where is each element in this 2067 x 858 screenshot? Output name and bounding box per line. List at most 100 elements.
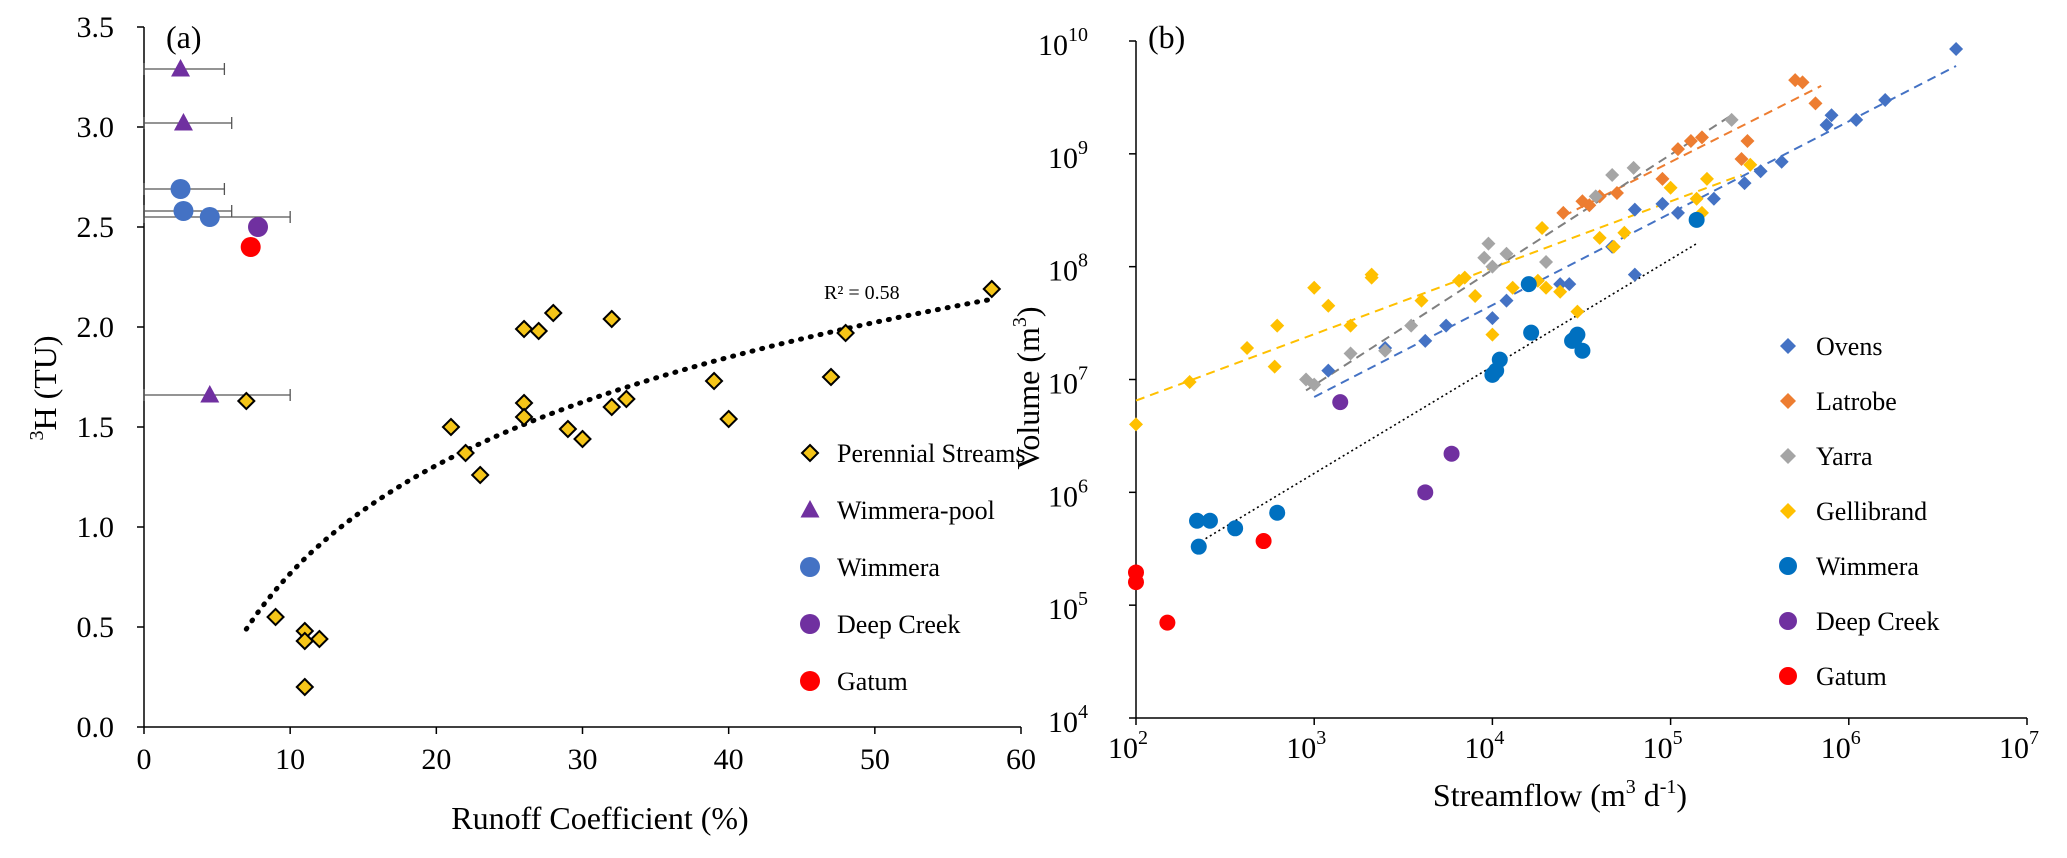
panel-b-y-tick-exp: 6 bbox=[1078, 475, 1088, 497]
panel-a-legend-marker bbox=[800, 671, 820, 691]
panel-a-point-perennial-streams bbox=[295, 631, 315, 651]
panel-b-point-latrobe bbox=[1655, 171, 1670, 186]
plot-layer: 0 10 20 30 40 50 60 0.0 0.5 1.0 1.5 2.0 2.5 3.0 3.5 Per… bbox=[77, 11, 2040, 776]
panel-b-point-ovens bbox=[1737, 176, 1752, 191]
panel-a-point-perennial-streams bbox=[266, 607, 285, 627]
panel-b-point-yarra bbox=[1307, 377, 1322, 392]
panel-a-legend-label: Deep Creek bbox=[837, 610, 960, 639]
panel-b-point-gellibrand bbox=[1468, 288, 1483, 303]
panel-b-y-tick-exp: 10 bbox=[1068, 24, 1088, 46]
panel-b-point-gatum bbox=[1128, 574, 1144, 591]
panel-a-point-perennial-streams bbox=[821, 367, 841, 387]
panel-a-y-tick-label: 0.5 bbox=[77, 611, 115, 644]
panel-b-x-tick-exp: 5 bbox=[1673, 727, 1683, 749]
panel-b-point-ovens bbox=[1553, 277, 1568, 292]
panel-b-point-yarra bbox=[1588, 189, 1603, 204]
panel-b-legend-marker bbox=[1779, 667, 1797, 685]
panel-b-label: (b) bbox=[1148, 19, 1185, 55]
panel-b-legend-marker bbox=[1780, 503, 1796, 519]
panel-a-point-perennial-streams bbox=[543, 303, 563, 323]
panel-a-point-perennial-streams bbox=[309, 629, 329, 649]
panel-b-point-wimmera bbox=[1520, 276, 1537, 293]
panel-a-xlabel: Runoff Coefficient (%) bbox=[451, 800, 748, 836]
panel-b-point-yarra bbox=[1343, 346, 1358, 361]
panel-b-point-gellibrand bbox=[1553, 284, 1568, 299]
panel-b-point-deep-creek bbox=[1332, 394, 1349, 411]
panel-a-y-tick-label: 2.0 bbox=[77, 311, 115, 344]
panel-a-point-wimmera-pool bbox=[173, 113, 193, 131]
panel-a-point-deep-creek bbox=[248, 217, 269, 237]
panel-b-point-latrobe bbox=[1609, 185, 1624, 200]
panel-b-point-yarra bbox=[1539, 254, 1554, 269]
panel-b-x-tick-exp: 3 bbox=[1316, 727, 1326, 749]
panel-b-point-wimmera bbox=[1269, 504, 1286, 521]
panel-b-point-gellibrand bbox=[1535, 221, 1550, 236]
panel-b-legend-marker bbox=[1780, 448, 1796, 464]
panel-b-point-latrobe bbox=[1582, 198, 1597, 213]
panel-b-point-ovens bbox=[1670, 205, 1685, 220]
panel-b-legend-label: Gatum bbox=[1816, 662, 1887, 691]
panel-a-x-tick-label: 0 bbox=[137, 743, 152, 776]
panel-b-point-yarra bbox=[1477, 250, 1492, 265]
panel-b-point-yarra bbox=[1481, 236, 1496, 251]
panel-a-point-wimmera-pool bbox=[200, 385, 220, 403]
panel-b-y-tick-exp: 8 bbox=[1078, 250, 1088, 272]
panel-a-point-perennial-streams bbox=[529, 321, 549, 341]
panel-b-point-deep-creek bbox=[1443, 445, 1460, 462]
panel-b-xlabel-mid: d bbox=[1636, 777, 1660, 813]
panel-a-x-tick-label: 20 bbox=[421, 743, 451, 776]
panel-b-ylabel-sup: 3 bbox=[1009, 317, 1031, 327]
panel-b-point-yarra bbox=[1605, 167, 1620, 182]
panel-a-y-tick-label: 1.5 bbox=[77, 411, 115, 444]
panel-b-point-gellibrand bbox=[1270, 318, 1285, 333]
panel-b-y-tick-label: 1010 bbox=[1038, 24, 1088, 62]
panel-b-point-ovens bbox=[1562, 277, 1577, 292]
panel-b-point-gellibrand bbox=[1617, 225, 1632, 240]
panel-b-trendline-wimmera bbox=[1196, 242, 1698, 545]
panel-b-point-yarra bbox=[1378, 343, 1393, 358]
panel-b-x-tick-label: 102 bbox=[1108, 727, 1148, 765]
panel-b-point-latrobe bbox=[1683, 133, 1698, 148]
panel-b-x-tick-label: 104 bbox=[1464, 727, 1504, 765]
panel-a-point-perennial-streams bbox=[704, 371, 724, 391]
panel-b-point-latrobe bbox=[1556, 205, 1571, 220]
panel-b-y-tick-label: 106 bbox=[1048, 475, 1088, 513]
panel-b-trendline-yarra bbox=[1305, 114, 1733, 392]
panel-b-point-ovens bbox=[1878, 92, 1893, 107]
panel-b-point-ovens bbox=[1819, 118, 1834, 133]
panel-a-point-gatum bbox=[240, 237, 261, 257]
panel-a-point-perennial-streams bbox=[836, 323, 856, 343]
panel-b-point-gatum bbox=[1159, 614, 1176, 631]
panel-b: (b) Streamflow (m3 d-1) Volume (m3) bbox=[1009, 19, 1687, 813]
panel-b-legend-label: Gellibrand bbox=[1816, 497, 1927, 526]
panel-b-point-wimmera bbox=[1201, 512, 1218, 529]
panel-b-point-gellibrand bbox=[1321, 298, 1336, 313]
panel-b-point-ovens bbox=[1627, 267, 1642, 282]
panel-b-point-ovens bbox=[1485, 311, 1500, 326]
panel-a-legend-marker bbox=[800, 443, 820, 463]
panel-a-point-perennial-streams bbox=[441, 417, 461, 437]
panel-b-ylabel-end: ) bbox=[1010, 306, 1046, 317]
panel-a-r2-annotation: R² = 0.58 bbox=[824, 282, 900, 304]
panel-a-point-perennial-streams bbox=[470, 465, 490, 485]
panel-b-point-gellibrand bbox=[1129, 417, 1143, 432]
panel-a-point-perennial-streams bbox=[982, 279, 1002, 299]
panel-a-y-tick-label: 0.0 bbox=[77, 711, 115, 744]
panel-b-point-yarra bbox=[1485, 259, 1500, 274]
panel-b-point-wimmera bbox=[1688, 211, 1705, 228]
panel-b-legend-marker bbox=[1780, 393, 1796, 409]
panel-b-point-gellibrand bbox=[1364, 267, 1379, 282]
panel-a-x-tick-label: 60 bbox=[1006, 743, 1036, 776]
panel-b-point-gellibrand bbox=[1699, 171, 1714, 186]
panel-b-legend-marker bbox=[1779, 557, 1797, 575]
panel-a-ylabel-sup: 3 bbox=[26, 431, 48, 441]
panel-b-legend-label: Wimmera bbox=[1816, 552, 1919, 581]
panel-a-point-wimmera bbox=[173, 201, 194, 221]
panel-a-x-tick-label: 40 bbox=[714, 743, 744, 776]
panel-b-point-gellibrand bbox=[1606, 239, 1621, 254]
panel-b-x-tick-label: 103 bbox=[1286, 727, 1326, 765]
panel-b-point-gellibrand bbox=[1307, 280, 1322, 295]
panel-a-trendline bbox=[243, 296, 995, 632]
panel-a-point-wimmera-pool bbox=[171, 59, 191, 77]
